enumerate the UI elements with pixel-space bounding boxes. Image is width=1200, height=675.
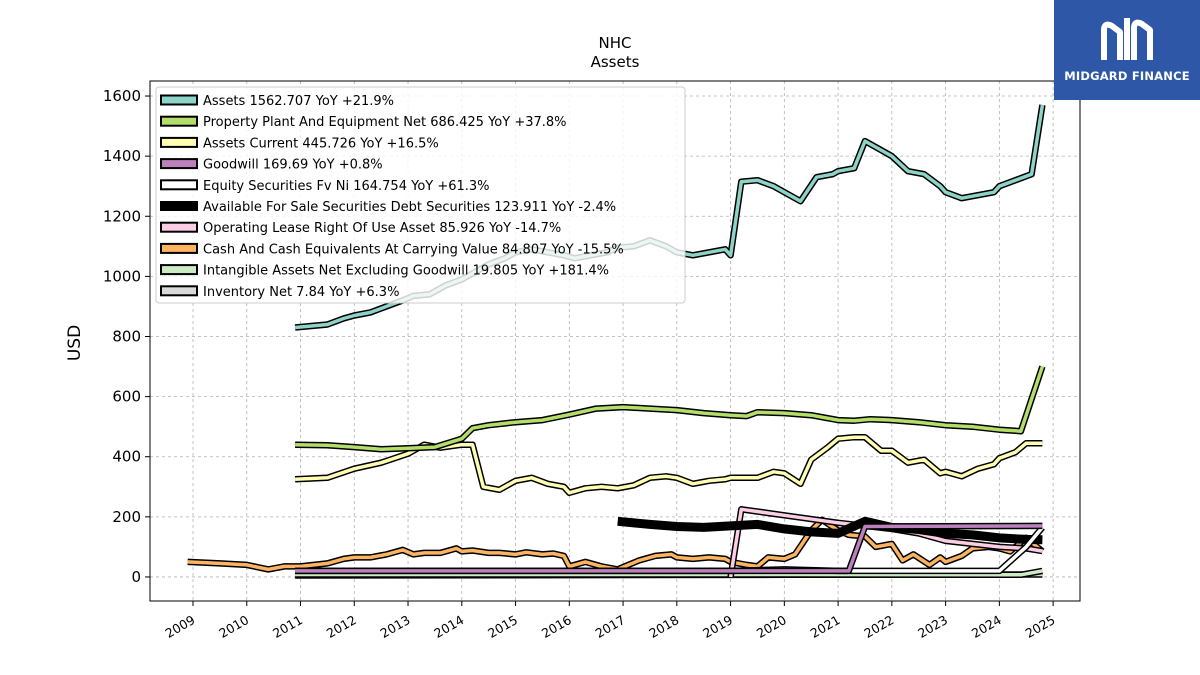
- y-tick-label: 600: [112, 388, 141, 406]
- y-tick-label: 0: [131, 568, 141, 586]
- x-tick-label: 2018: [646, 612, 681, 641]
- midgard-logo-icon: [1101, 18, 1153, 60]
- legend-label: Available For Sale Securities Debt Secur…: [203, 200, 616, 215]
- chart-subtitle: Assets: [591, 53, 640, 71]
- legend-label: Cash And Cash Equivalents At Carrying Va…: [203, 242, 624, 257]
- legend-label: Inventory Net 7.84 YoY +6.3%: [203, 285, 399, 300]
- y-tick-label: 400: [112, 448, 141, 466]
- y-tick-label: 1400: [103, 147, 141, 165]
- series-line-cash-and-cash-equivalents-at-carrying-value: [187, 518, 1044, 572]
- y-tick-label: 800: [112, 327, 141, 345]
- series-outline-available-for-sale-securities-debt-securities: [617, 516, 1043, 545]
- legend-swatch-property-plant-and-equipment-net: [160, 115, 198, 127]
- x-tick-label: 2023: [915, 612, 950, 641]
- series-group: [187, 104, 1046, 579]
- y-axis-label: USD: [65, 325, 85, 361]
- series-line-property-plant-and-equipment-net: [295, 365, 1045, 451]
- brand-name: MIDGARD FINANCE: [1064, 69, 1190, 83]
- brand-logo: MIDGARD FINANCE: [1054, 0, 1200, 100]
- x-tick-label: 2025: [1023, 612, 1058, 641]
- legend: Assets 1562.707 YoY +21.9% Property Plant…: [155, 86, 686, 304]
- x-tick-label: 2011: [270, 612, 305, 641]
- y-tick-label: 1600: [103, 87, 141, 105]
- legend-swatch-goodwill: [160, 158, 198, 170]
- legend-box: [155, 86, 686, 304]
- y-tick-label: 1200: [103, 207, 141, 225]
- legend-swatch-assets: [160, 94, 198, 106]
- legend-label: Equity Securities Fv Ni 164.754 YoY +61.…: [203, 179, 490, 194]
- legend-swatch-equity-securities-fv-ni: [160, 179, 198, 191]
- x-tick-label: 2016: [539, 612, 574, 641]
- legend-label: Assets Current 445.726 YoY +16.5%: [203, 136, 439, 151]
- legend-label: Operating Lease Right Of Use Asset 85.92…: [203, 221, 561, 236]
- y-tick-label: 1000: [103, 267, 141, 285]
- legend-label: Goodwill 169.69 YoY +0.8%: [203, 158, 383, 173]
- x-tick-label: 2024: [969, 612, 1004, 641]
- legend-swatch-inventory-net: [160, 285, 198, 297]
- legend-swatch-cash-and-cash-equivalents-at-carrying-value: [160, 242, 198, 254]
- x-tick-label: 2012: [324, 612, 359, 641]
- series-line-intangible-assets-net-excluding-goodwill: [295, 569, 1043, 577]
- series-line-goodwill: [295, 524, 1043, 573]
- legend-swatch-available-for-sale-securities-debt-securities: [160, 201, 198, 211]
- legend-label: Intangible Assets Net Excluding Goodwill…: [203, 264, 609, 279]
- x-tick-label: 2013: [378, 612, 413, 641]
- legend-swatch-operating-lease-right-of-use-asset: [160, 221, 198, 233]
- chart-title: NHC: [599, 34, 632, 52]
- legend-label: Assets 1562.707 YoY +21.9%: [203, 94, 394, 109]
- legend-swatch-intangible-assets-net-excluding-goodwill: [160, 264, 198, 276]
- x-tick-label: 2021: [808, 612, 843, 641]
- x-tick-label: 2015: [485, 612, 520, 641]
- x-tick-label: 2017: [593, 612, 628, 641]
- plot-area: [149, 80, 1081, 602]
- x-tick-label: 2009: [163, 612, 198, 641]
- series-outline-property-plant-and-equipment-net: [295, 365, 1046, 453]
- x-tick-label: 2010: [216, 612, 251, 641]
- series-line-assets-current: [295, 435, 1043, 495]
- x-tick-label: 2020: [754, 612, 789, 641]
- legend-swatch-assets-current: [160, 136, 198, 148]
- x-tick-label: 2019: [700, 612, 735, 641]
- x-tick-label: 2022: [861, 612, 896, 641]
- x-tick-label: 2014: [431, 612, 466, 641]
- legend-label: Property Plant And Equipment Net 686.425…: [203, 115, 567, 130]
- y-tick-label: 200: [112, 508, 141, 526]
